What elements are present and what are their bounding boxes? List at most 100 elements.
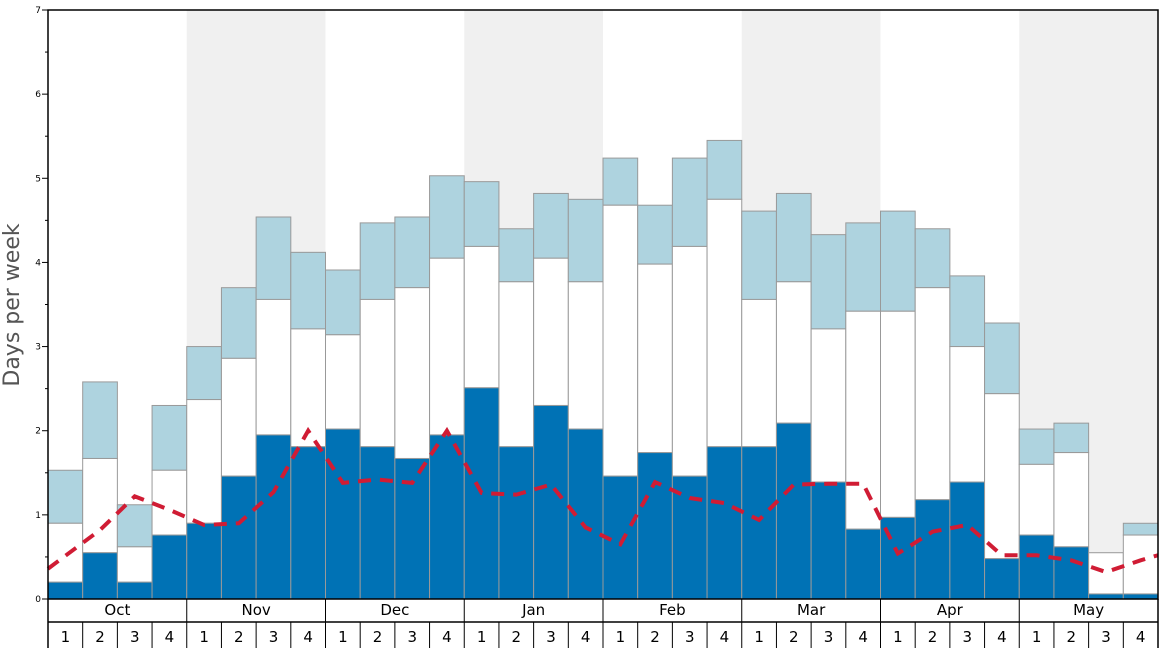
bar-segment-dark (949, 481, 986, 600)
y-tick-label: 4 (35, 258, 41, 268)
bar-segment-light (671, 157, 708, 247)
week-label: 2 (650, 628, 660, 646)
week-label: 4 (581, 628, 591, 646)
x-axis: Oct Nov Dec Jan Feb Mar Apr May 1 2 3 4 1 2 3 4 1 2 3 4 1 2 3 4… (47, 599, 1159, 648)
bar-segment-middle (810, 328, 847, 483)
month-label: May (1073, 601, 1104, 619)
month-label: Jan (521, 601, 545, 619)
bar-segment-light (637, 204, 673, 265)
month-label: Apr (937, 601, 964, 619)
bar-segment-light (1018, 428, 1055, 465)
week-label: 3 (130, 628, 140, 646)
month-label: Oct (104, 601, 130, 619)
bar-segment-middle (637, 263, 673, 454)
bar-segment-light (533, 192, 569, 259)
bar-segment-dark (637, 452, 673, 600)
bar-segment-middle (498, 281, 535, 448)
bar-segment-middle (463, 245, 500, 389)
bar-segment-middle (1122, 534, 1159, 595)
y-tick-label: 6 (35, 90, 41, 100)
week-label: 4 (442, 628, 452, 646)
month-label: Feb (659, 601, 686, 619)
bar-segment-middle (949, 346, 986, 483)
bar-segment-dark (498, 446, 535, 600)
bar-segment-middle (775, 281, 812, 424)
week-label: 1 (1032, 628, 1042, 646)
week-label: 1 (893, 628, 903, 646)
bar-segment-dark (1088, 593, 1124, 600)
week-label: 2 (789, 628, 799, 646)
month-label: Nov (241, 601, 270, 619)
bar-segment-light (845, 222, 881, 312)
y-tick-label: 0 (35, 595, 41, 605)
bar-segment-dark (82, 552, 118, 600)
bar-segment-light (359, 222, 396, 300)
bar-segment-light (602, 157, 639, 206)
bar-segment-dark (116, 581, 153, 600)
bar-segment-middle (47, 522, 84, 583)
week-label: 3 (962, 628, 972, 646)
dashed-line (46, 426, 1159, 575)
bar-segment-middle (1053, 452, 1090, 548)
bar-segment-middle (116, 546, 153, 583)
bar-segment-middle (984, 393, 1020, 560)
week-label: 3 (269, 628, 279, 646)
bar-segment-dark (775, 422, 812, 600)
week-label: 3 (407, 628, 417, 646)
bar-segment-middle (533, 257, 569, 406)
bar-segment-dark (810, 481, 847, 600)
week-label: 4 (303, 628, 313, 646)
week-label: 1 (199, 628, 209, 646)
week-label: 2 (512, 628, 522, 646)
month-label: Mar (797, 601, 826, 619)
week-label: 1 (338, 628, 348, 646)
bar-segment-middle (325, 334, 361, 430)
bar-segment-middle (671, 245, 708, 477)
week-label: 3 (685, 628, 695, 646)
dashed-line-layer (46, 426, 1159, 575)
bar-segment-light (1053, 422, 1090, 454)
week-label: 4 (997, 628, 1007, 646)
bar-segment-middle (394, 287, 431, 459)
bar-segment-light (949, 275, 986, 348)
bar-segment-dark (186, 522, 222, 600)
bar-segment-light (47, 469, 84, 524)
bars (47, 139, 1159, 600)
bar-segment-light (186, 346, 222, 401)
bar-segment-dark (394, 457, 431, 600)
bar-segment-middle (255, 298, 292, 436)
week-label: 2 (1067, 628, 1077, 646)
bar-segment-dark (706, 446, 743, 600)
bar-segment-middle (359, 298, 396, 448)
y-tick-label: 2 (35, 427, 41, 437)
bar-segment-light (810, 234, 847, 330)
bar-segment-dark (290, 446, 326, 600)
bar-segment-light (498, 228, 535, 283)
y-axis: 0 1 2 3 4 5 6 7 (35, 6, 48, 605)
bar-segment-middle (914, 287, 951, 501)
bar-segment-light (255, 216, 292, 300)
week-label: 2 (928, 628, 938, 646)
bar-segment-middle (741, 298, 777, 448)
bar-segment-light (82, 381, 118, 459)
week-label: 3 (546, 628, 556, 646)
bar-segment-light (325, 269, 361, 336)
y-axis-title: Days per week (0, 223, 25, 386)
bar-segment-light (880, 210, 916, 312)
week-label: 3 (824, 628, 834, 646)
bar-segment-light (151, 404, 188, 471)
y-tick-label: 7 (35, 6, 41, 16)
bar-segment-light (116, 504, 153, 548)
bar-segment-dark (325, 428, 361, 600)
bar-segment-dark (845, 528, 881, 600)
week-label: 4 (858, 628, 868, 646)
bar-segment-light (775, 192, 812, 283)
bar-segment-dark (151, 534, 188, 600)
bar-segment-light (463, 181, 500, 247)
bar-segment-light (394, 216, 431, 289)
bar-segment-middle (602, 204, 639, 477)
bar-segment-middle (220, 357, 257, 477)
bar-segment-middle (845, 310, 881, 530)
week-label: 1 (477, 628, 487, 646)
